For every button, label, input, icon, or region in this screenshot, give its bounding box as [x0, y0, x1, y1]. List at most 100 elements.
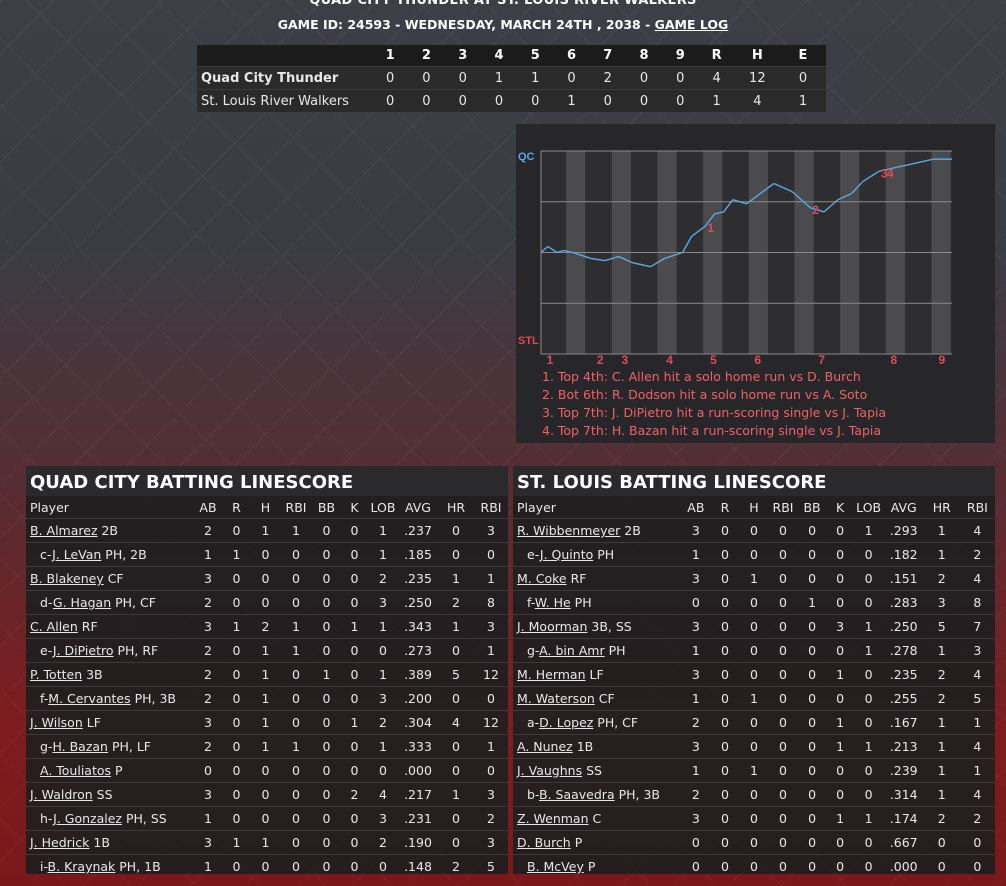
stat-cell: 0 [797, 518, 827, 543]
player-name-link[interactable]: W. He [534, 595, 571, 610]
stat-cell: 1 [368, 614, 398, 639]
player-name-link[interactable]: B. Blakeney [30, 571, 104, 586]
player-sub-prefix: i- [40, 859, 48, 874]
stat-cell: 0 [853, 830, 884, 855]
stat-cell: 8 [474, 590, 508, 615]
player-name-link[interactable]: C. Allen [30, 619, 78, 634]
player-name-link[interactable]: B. Almarez [30, 523, 98, 538]
stat-cell: 0 [368, 638, 398, 663]
stat-cell: 1 [853, 638, 884, 663]
player-name-link[interactable]: A. Touliatos [40, 763, 112, 778]
stat-cell: 1 [222, 614, 251, 639]
stl-batting-title: ST. LOUIS BATTING LINESCORE [513, 466, 995, 496]
player-name-link[interactable]: M. Coke [517, 571, 567, 586]
stat-cell: 3 [194, 782, 222, 807]
player-name-link[interactable]: J. Quinto [539, 547, 594, 562]
player-name-link[interactable]: R. Wibbenmeyer [517, 523, 621, 538]
player-cell: P. Totten 3B [26, 662, 194, 687]
linescore-cell: 1 [480, 66, 518, 90]
win-prob-segment [759, 182, 775, 195]
stat-cell: 1 [280, 518, 312, 543]
inning-label: 4 [666, 353, 673, 367]
stat-cell: 2 [438, 854, 474, 878]
qc-batting-panel: QUAD CITY BATTING LINESCORE Player AB R H RB… [26, 466, 508, 878]
player-name-link[interactable]: D. Burch [517, 835, 571, 850]
player-cell: R. Wibbenmeyer 2B [513, 518, 682, 543]
player-name-link[interactable]: H. Bazan [52, 739, 108, 754]
stat-cell: 0 [853, 758, 884, 783]
stat-cell: 0 [681, 590, 711, 615]
stat-cell: 0 [222, 518, 251, 543]
player-name-link[interactable]: A. Nunez [517, 739, 573, 754]
player-name-link[interactable]: D. Lopez [539, 715, 594, 730]
player-name-link[interactable]: M. Herman [517, 667, 586, 682]
player-name-link[interactable]: J. DiPietro [52, 643, 114, 658]
player-name-link[interactable]: J. Waldron [30, 787, 93, 802]
stat-cell: 3 [368, 806, 398, 831]
stat-cell: 1 [341, 614, 368, 639]
player-name-link[interactable]: J. Gonzalez [53, 811, 122, 826]
stat-cell: 4 [959, 782, 995, 807]
player-name-link[interactable]: J. LeVan [52, 547, 102, 562]
stat-cell: 1 [959, 758, 995, 783]
qc-batting-header: RBI [480, 499, 502, 515]
stat-cell: 0 [853, 782, 884, 807]
player-name-link[interactable]: B. Saavedra [539, 787, 615, 802]
win-prob-segment [691, 225, 706, 237]
stat-cell: 3 [194, 710, 222, 735]
stat-cell: 0 [768, 830, 798, 855]
player-cell: M. Herman LF [513, 662, 682, 687]
player-name-link[interactable]: Z. Wenman [517, 811, 589, 826]
stat-cell: 1 [280, 638, 312, 663]
inning-label: 7 [818, 353, 825, 367]
stat-cell: 0 [368, 758, 398, 783]
player-name-link[interactable]: J. Wilson [30, 715, 83, 730]
batting-row: J. Hedrick 1B 3 1 1 0 0 0 2.190 0 3 [26, 830, 508, 855]
scoring-note: 3. Top 7th: J. DiPietro hit a run-scorin… [542, 405, 887, 420]
stat-cell: 0 [474, 542, 508, 567]
stat-cell: .217 [398, 782, 438, 807]
stat-cell: .343 [398, 614, 438, 639]
stat-cell: 1 [251, 686, 280, 711]
stat-cell: 3 [681, 662, 711, 687]
stat-cell: 0 [768, 542, 798, 567]
win-prob-segment [732, 199, 747, 205]
stat-cell: .250 [883, 614, 924, 639]
stat-cell: 1 [739, 758, 769, 783]
stat-cell: 0 [826, 782, 854, 807]
player-name-link[interactable]: B. McVey [527, 859, 584, 874]
player-cell: B. McVey P [513, 854, 682, 878]
stat-cell: 1 [853, 518, 884, 543]
stat-cell: 0 [853, 542, 884, 567]
player-position: CF [103, 571, 124, 586]
game-log-link[interactable]: GAME LOG [654, 17, 729, 32]
stat-cell: 1 [474, 734, 508, 759]
player-sub-prefix: a- [527, 715, 540, 730]
player-name-link[interactable]: M. Cervantes [48, 691, 131, 706]
player-name-link[interactable]: J. Moorman [517, 619, 588, 634]
player-name-link[interactable]: G. Hagan [52, 595, 112, 610]
stat-cell: 1 [368, 542, 398, 567]
stat-cell: 0 [222, 686, 251, 711]
stat-cell: 1 [923, 638, 960, 663]
linescore-header: 4 [480, 45, 518, 67]
inning-label: 6 [754, 353, 761, 367]
player-name-link[interactable]: B. Kraynak [47, 859, 116, 874]
player-name-link[interactable]: J. Hedrick [30, 835, 90, 850]
stat-cell: 1 [251, 734, 280, 759]
stat-cell: 0 [853, 566, 884, 591]
win-prob-segment [556, 249, 565, 254]
player-name-link[interactable]: A. bin Amr [539, 643, 605, 658]
stat-cell: 0 [251, 542, 280, 567]
stat-cell: .231 [398, 806, 438, 831]
player-name-link[interactable]: M. Waterson [517, 691, 595, 706]
player-position: 2B [620, 523, 641, 538]
stat-cell: 0 [312, 638, 341, 663]
player-name-link[interactable]: P. Totten [30, 667, 83, 682]
stat-cell: 1 [923, 758, 960, 783]
player-name-link[interactable]: J. Vaughns [517, 763, 583, 778]
stat-cell: 1 [923, 734, 960, 759]
stat-cell: 3 [681, 614, 711, 639]
linescore-cell: 0 [480, 89, 518, 112]
player-position: PH, 2B [101, 547, 147, 562]
